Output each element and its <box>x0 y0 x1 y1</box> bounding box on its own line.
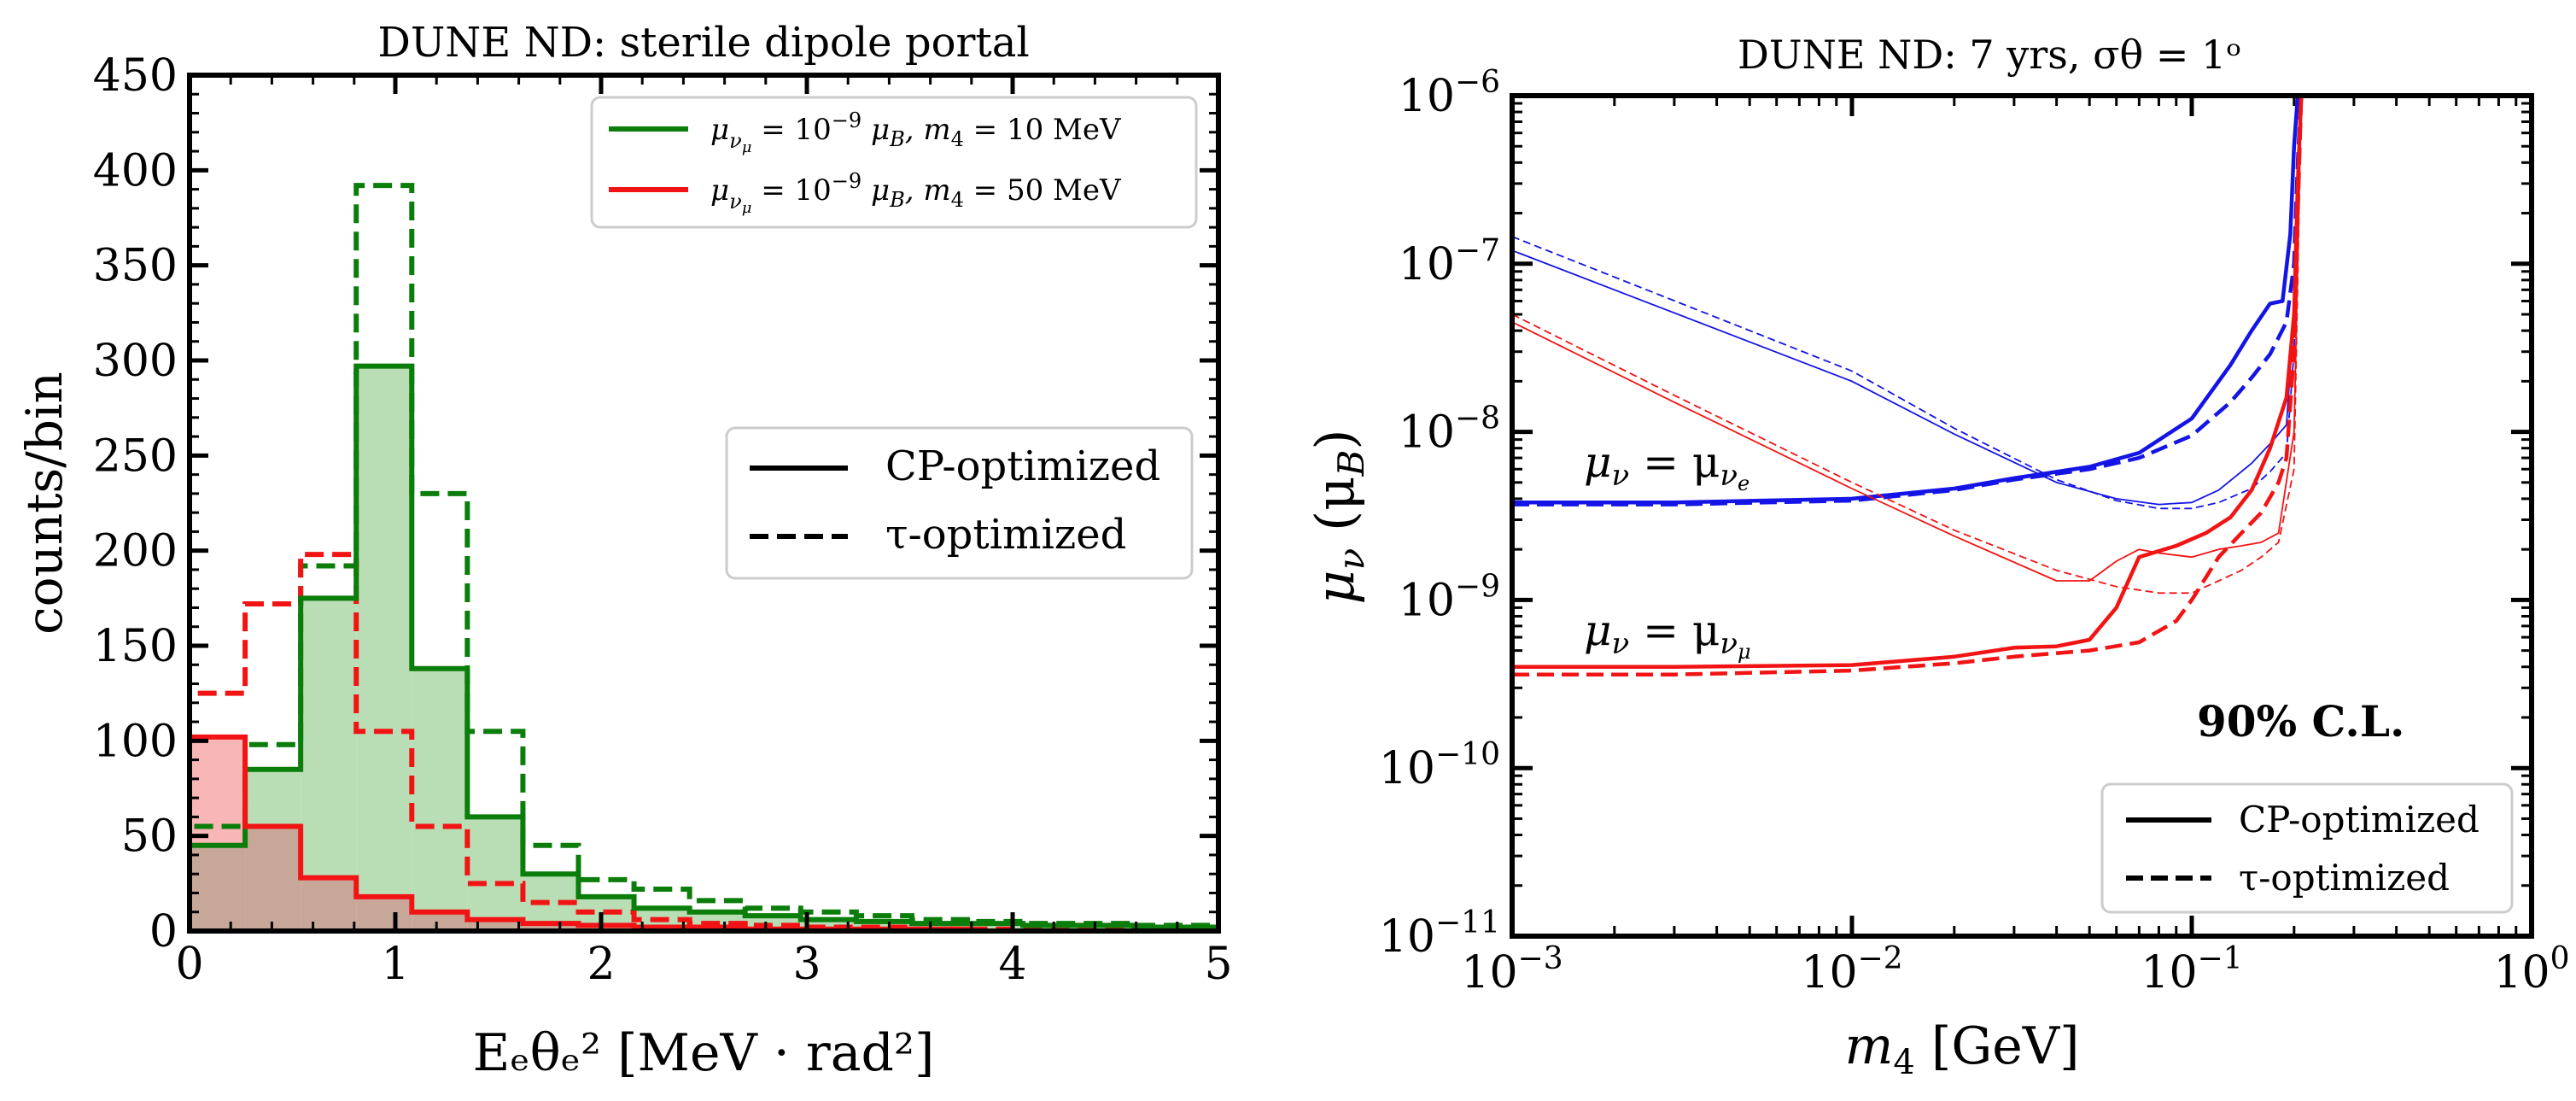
left-histogram-panel: DUNE ND: sterile dipole portal 050100150… <box>15 19 1233 1083</box>
left-ytick-label-2: 100 <box>93 716 178 767</box>
right-xtick-label-2: 10−1 <box>2141 941 2242 999</box>
right-xtick-label-1: 10−2 <box>1801 941 1902 999</box>
left-ytick-label-4: 200 <box>93 526 178 577</box>
left-ytick-label-0: 0 <box>149 906 178 958</box>
limit-curve-4 <box>1512 95 2304 669</box>
right-ytick-label-3: 10−8 <box>1399 401 1500 459</box>
right-ylabel: μν (μB) <box>1304 429 1372 604</box>
left-ylabel: counts/bin <box>15 372 73 635</box>
limit-curve-1 <box>1512 95 2304 507</box>
left-ytick-label-6: 300 <box>93 336 178 387</box>
bar-fill-overlap-2 <box>301 877 357 931</box>
right-ytick-label-5: 10−6 <box>1399 65 1500 122</box>
right-xtick-label-0: 10−3 <box>1461 941 1563 999</box>
left-xtick-label-2: 2 <box>587 939 615 990</box>
left-xtick-label-0: 0 <box>175 939 203 990</box>
right-ytick-label-0: 10−11 <box>1379 905 1500 963</box>
left-xtick-label-1: 1 <box>381 939 409 990</box>
left-ytick-label-1: 50 <box>121 811 178 863</box>
bar-fill-green-12 <box>856 921 912 931</box>
left-style-legend: CP-optimized τ-optimized <box>725 426 1194 580</box>
bar-fill-overlap-0 <box>190 845 246 931</box>
left-xtick-label-5: 5 <box>1204 939 1232 990</box>
limit-curve-5 <box>1512 95 2304 676</box>
bar-fill-overlap-4 <box>412 911 468 931</box>
annotation-mu-mu: μν = μνμ <box>1584 606 1751 664</box>
left-ytick-label-8: 400 <box>93 145 178 196</box>
right-limit-curves <box>1511 93 2304 676</box>
bar-fill-overlap-7 <box>578 925 634 931</box>
limit-curve-3 <box>1511 95 2303 510</box>
bar-fill-green-4 <box>412 668 468 931</box>
annotation-mu-e: μν = μνe <box>1584 437 1749 495</box>
right-ytick-label-2: 10−9 <box>1399 569 1500 626</box>
left-xlabel: Eₑθₑ² [MeV · rad²] <box>473 1023 935 1083</box>
hist-outline-green-tau <box>187 183 1221 931</box>
right-ytick-label-1: 10−10 <box>1379 737 1500 794</box>
bar-fill-overlap-6 <box>523 923 579 931</box>
right-xtick-label-3: 100 <box>2493 941 2569 999</box>
left-plot-frame <box>187 73 1221 934</box>
legend-cp-label: CP-optimized <box>885 442 1160 490</box>
left-ytick-label-5: 250 <box>93 430 178 482</box>
right-xlabel: m4 [GeV] <box>1844 1016 2079 1082</box>
left-color-legend-box <box>590 96 1198 229</box>
hist-outline-red-tau <box>187 552 1218 934</box>
bar-fill-overlap-3 <box>356 896 412 931</box>
left-title: DUNE ND: sterile dipole portal <box>377 19 1029 67</box>
left-ytick-label-7: 350 <box>93 241 178 292</box>
left-histogram-bars <box>187 183 1221 934</box>
limit-curve-6 <box>1511 95 2303 582</box>
annotation-cl: 90% C.L. <box>2197 696 2404 747</box>
legend-label-10mev: μνμ = 10−9 μB, m4 = 10 MeV <box>710 108 1122 156</box>
left-color-legend: μνμ = 10−9 μB, m4 = 10 MeV μνμ = 10−9 μB… <box>590 96 1198 229</box>
bar-fill-overlap-1 <box>245 826 301 931</box>
hist-outline-green-cp <box>187 363 1221 931</box>
legend-tau-label: τ-optimized <box>885 511 1126 559</box>
bar-fill-overlap-5 <box>467 919 523 931</box>
left-xtick-label-3: 3 <box>792 939 821 990</box>
right-ytick-label-4: 10−7 <box>1399 233 1500 290</box>
left-xtick-label-4: 4 <box>998 939 1026 990</box>
right-limits-panel: DUNE ND: 7 yrs, σθ = 1ᵒ 10−11 10−10 10−9 10… <box>1304 32 2570 1082</box>
left-ytick-label-9: 450 <box>93 50 178 102</box>
right-plot-frame <box>1510 93 2534 939</box>
bar-fill-green-5 <box>467 817 523 931</box>
legend-label-50mev: μνμ = 10−9 μB, m4 = 50 MeV <box>710 169 1122 217</box>
right-legend-cp-label: CP-optimized <box>2239 799 2480 840</box>
bar-fill-green-3 <box>356 366 412 931</box>
right-legend-tau-label: τ-optimized <box>2239 857 2450 899</box>
bar-fill-green-14 <box>967 923 1024 931</box>
left-ytick-label-3: 150 <box>93 621 178 672</box>
limit-curve-7 <box>1511 95 2303 594</box>
limit-curve-0 <box>1512 93 2302 505</box>
right-style-legend: CP-optimized τ-optimized <box>2100 782 2514 914</box>
right-title: DUNE ND: 7 yrs, σθ = 1ᵒ <box>1738 32 2241 78</box>
